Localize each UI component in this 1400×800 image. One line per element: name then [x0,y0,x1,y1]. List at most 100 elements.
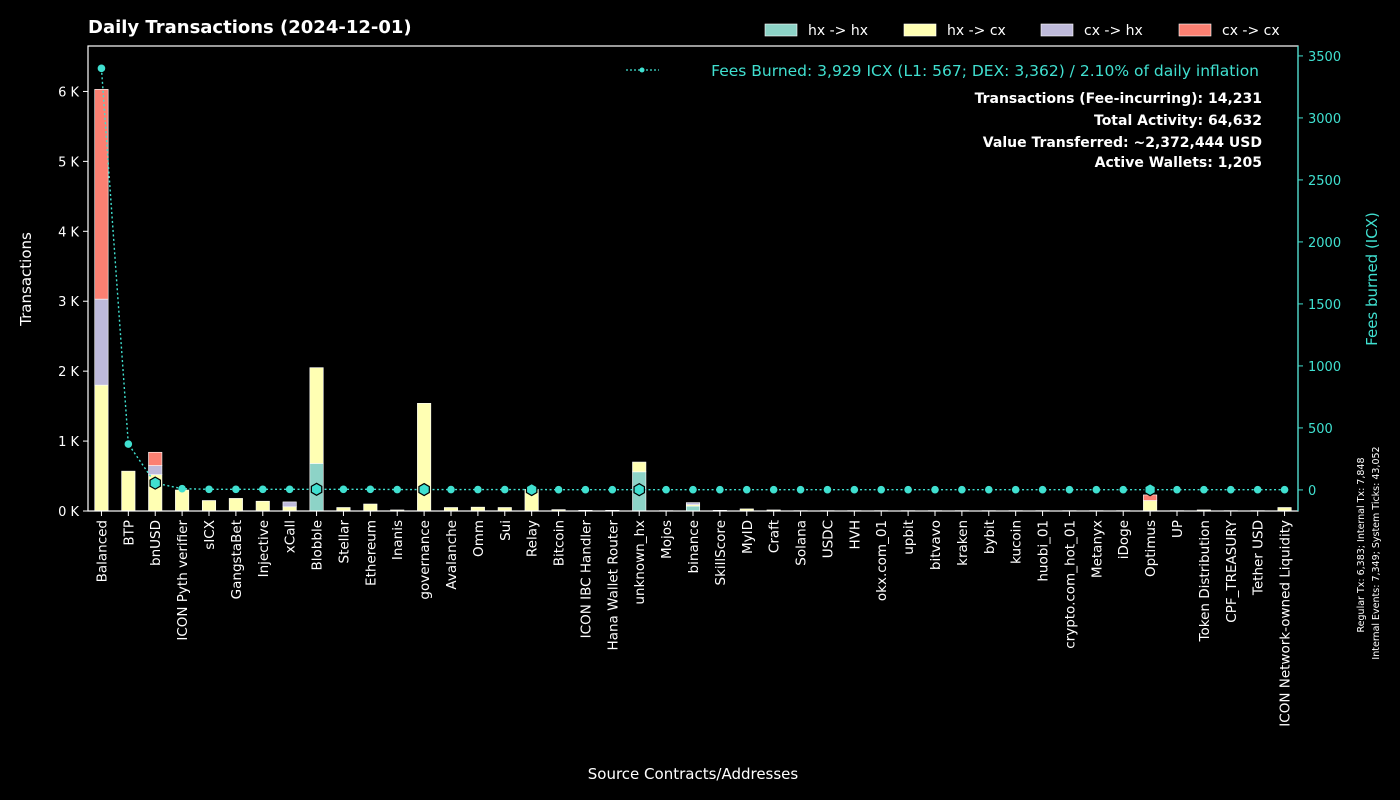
fees-point-28 [823,485,832,494]
fees-point-38 [1092,485,1101,494]
y-tick-label-0: 0 K [58,505,79,520]
x-tick-label-36: huobi_01 [1036,520,1052,582]
y2-tick-label-5: 2500 [1308,174,1341,189]
x-axis: Balanced BTP bnUSD ICON Pyth verifier sICX Ga… [94,511,1294,727]
x-tick-label-41: UP [1170,520,1186,538]
x-tick-label-10: Stellar [336,520,352,564]
x-tick-label-11: Ethereum [363,520,379,586]
fees-point-41 [1173,485,1181,494]
plot-area [94,64,1292,512]
bar-2-9 [309,367,324,464]
fees-annotation: Fees Burned: 3,929 ICX (L1: 567; DEX: 3,… [626,62,1259,80]
fees-point-19 [581,485,590,494]
x-tick-label-12: Inanis [390,520,406,560]
fees-hex-marker-40 [1144,482,1156,497]
fees-point-6 [232,485,240,494]
stat-fee-transactions: Transactions (Fee-incurring): 14,231 [975,91,1262,107]
x-tick-label-42: Token Distribution [1197,520,1213,642]
bar-2-2 [121,470,136,512]
side-note: Regular Tx: 6,383; Internal Tx: 7,848 In… [1356,446,1382,659]
stat-total-activity: Total Activity: 64,632 [1094,113,1262,129]
x-tick-label-6: GangstaBet [229,520,245,599]
x-tick-label-39: iDoge [1116,520,1132,559]
x-tick-label-45: ICON Network-owned Liquidity [1278,520,1294,727]
y-tick-label-2: 2 K [58,365,79,380]
fees-point-10 [339,485,348,494]
stat-value-transferred: Value Transferred: ~2,372,444 USD [983,135,1262,151]
fees-point-20 [608,485,617,494]
fees-point-2 [124,440,133,448]
fees-hex-marker-21 [633,482,646,497]
fees-point-34 [984,485,993,494]
fees-hex-marker-17 [525,482,538,497]
bar-2-40 [1143,500,1158,512]
fees-point-45 [1280,485,1289,494]
fees-point-18 [554,485,563,494]
stat-active-wallets: Active Wallets: 1,205 [1095,155,1262,171]
y2-tick-label-4: 2000 [1308,236,1341,251]
x-tick-label-40: Optimus [1143,520,1159,577]
x-tick-label-5: sICX [202,520,218,550]
bar-2-7 [255,500,270,512]
y2-tick-label-3: 1500 [1308,298,1341,313]
x-tick-label-9: Blobble [310,520,326,570]
fees-point-37 [1065,485,1074,494]
bar-2-1 [94,384,109,512]
x-tick-label-15: Omm [471,520,487,557]
bar-2-11 [363,503,378,512]
fees-point-4 [178,484,186,493]
y2-axis-label: Fees burned (ICX) [1363,212,1381,346]
fees-point-44 [1253,485,1262,494]
bar-2-21 [632,461,647,473]
fees-point-32 [931,485,939,494]
y-axis-label: Transactions [17,232,35,327]
y-tick-label-4: 4 K [58,225,79,240]
fees-point-36 [1038,485,1047,494]
x-tick-label-27: Solana [794,520,810,566]
x-tick-label-44: Tether USD [1251,520,1267,596]
fees-point-35 [1011,485,1020,494]
bar-3-1 [94,298,109,386]
fees-point-1 [97,64,106,73]
x-tick-label-17: Relay [525,520,541,557]
x-tick-label-28: USDC [820,520,836,558]
x-tick-label-1: Balanced [94,520,110,582]
x-tick-label-14: Avalanche [444,520,460,590]
x-tick-label-7: Injective [256,520,272,577]
y2-tick-label-0: 0 [1308,484,1316,499]
legend-label-4: cx -> cx [1222,23,1280,39]
y-tick-label-6: 6 K [58,85,79,100]
y2-axis: 0 500 1000 1500 2000 2500 3000 3500 [1297,46,1341,511]
x-tick-label-29: HVH [847,520,863,550]
fees-point-7 [258,485,267,494]
x-tick-label-31: upbit [901,520,917,555]
fees-point-11 [366,485,375,494]
y-axis: 0 K 1 K 2 K 3 K 4 K 5 K 6 K [58,85,88,520]
x-tick-label-38: Metanyx [1089,520,1105,578]
x-tick-label-33: kraken [955,520,971,566]
y2-tick-label-2: 1000 [1308,360,1341,375]
fees-point-5 [205,485,213,494]
x-tick-label-20: Hana Wallet Router [605,520,621,651]
x-tick-label-32: bitvavo [928,520,944,570]
y-tick-label-3: 3 K [58,295,79,310]
x-tick-label-23: binance [686,520,702,573]
fees-point-39 [1119,485,1128,494]
x-tick-label-8: xCall [283,520,299,553]
fees-point-33 [958,485,966,494]
legend-swatch-3 [1040,23,1074,37]
bar-4-1 [94,89,109,300]
fees-annotation-text: Fees Burned: 3,929 ICX (L1: 567; DEX: 3,… [711,62,1259,80]
fees-point-16 [500,485,509,494]
y2-tick-label-1: 500 [1308,422,1333,437]
side-note-line-2: Internal Events: 7,349; System Ticks: 43… [1371,446,1382,659]
fees-point-26 [769,485,778,494]
bar-3-23 [685,502,701,506]
legend-label-1: hx -> hx [808,23,868,39]
fees-point-14 [447,485,455,494]
bar-2-4 [175,489,190,512]
x-tick-label-16: Sui [498,520,514,541]
x-tick-label-19: ICON IBC Handler [578,520,594,639]
fees-point-31 [904,485,912,494]
